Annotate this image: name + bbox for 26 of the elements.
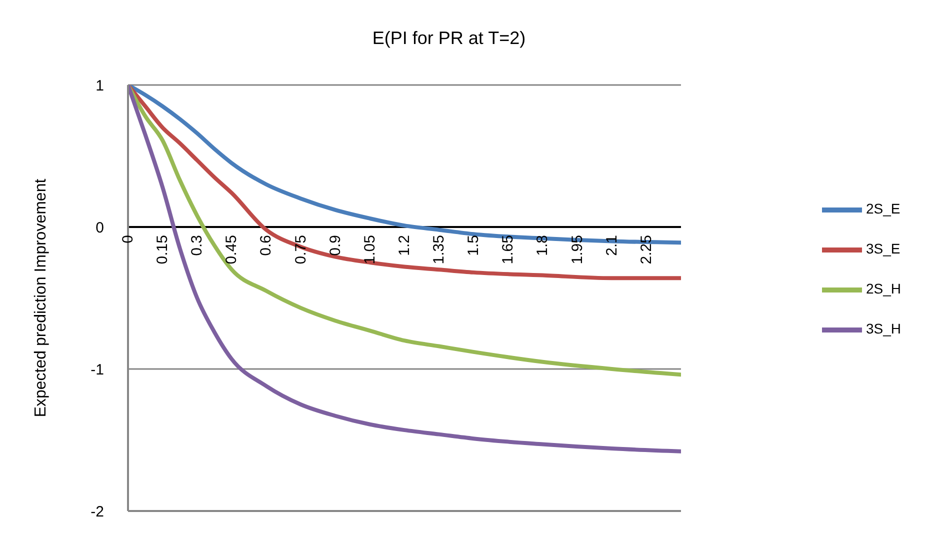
x-tick-label: 1.05 xyxy=(361,235,378,264)
y-axis-title: Expected prediction Improvement xyxy=(32,178,50,418)
y-tick-label: 0 xyxy=(96,219,104,236)
x-tick-label: 0.6 xyxy=(258,235,275,256)
x-tick-label: 0.75 xyxy=(292,235,310,264)
x-tick-label: 2.1 xyxy=(603,235,620,256)
x-tick-label: 0.3 xyxy=(188,235,206,256)
x-tick-label: 1.35 xyxy=(430,235,448,264)
x-tick-label: 1.2 xyxy=(396,235,413,256)
legend-label: 2S_E xyxy=(866,200,900,216)
x-tick-label: 2.25 xyxy=(638,235,655,264)
x-tick-label: 0.9 xyxy=(326,235,344,256)
chart-title: E(PI for PR at T=2) xyxy=(371,28,527,49)
y-tick-label: -2 xyxy=(90,503,104,520)
x-tick-label: 0 xyxy=(120,235,136,244)
x-tick-label: 0.45 xyxy=(223,235,240,264)
x-tick-label: 1.65 xyxy=(500,235,517,264)
x-tick-label: 1.95 xyxy=(568,235,586,264)
y-tick-label: 1 xyxy=(96,77,104,94)
legend-label: 3S_H xyxy=(866,320,901,336)
legend-label: 3S_E xyxy=(866,240,900,256)
x-tick-label: 0.15 xyxy=(154,235,172,264)
x-tick-label: 1.5 xyxy=(465,235,482,256)
y-tick-label: -1 xyxy=(90,361,104,378)
legend-label: 2S_H xyxy=(866,280,901,296)
x-tick-label: 1.8 xyxy=(534,235,552,256)
